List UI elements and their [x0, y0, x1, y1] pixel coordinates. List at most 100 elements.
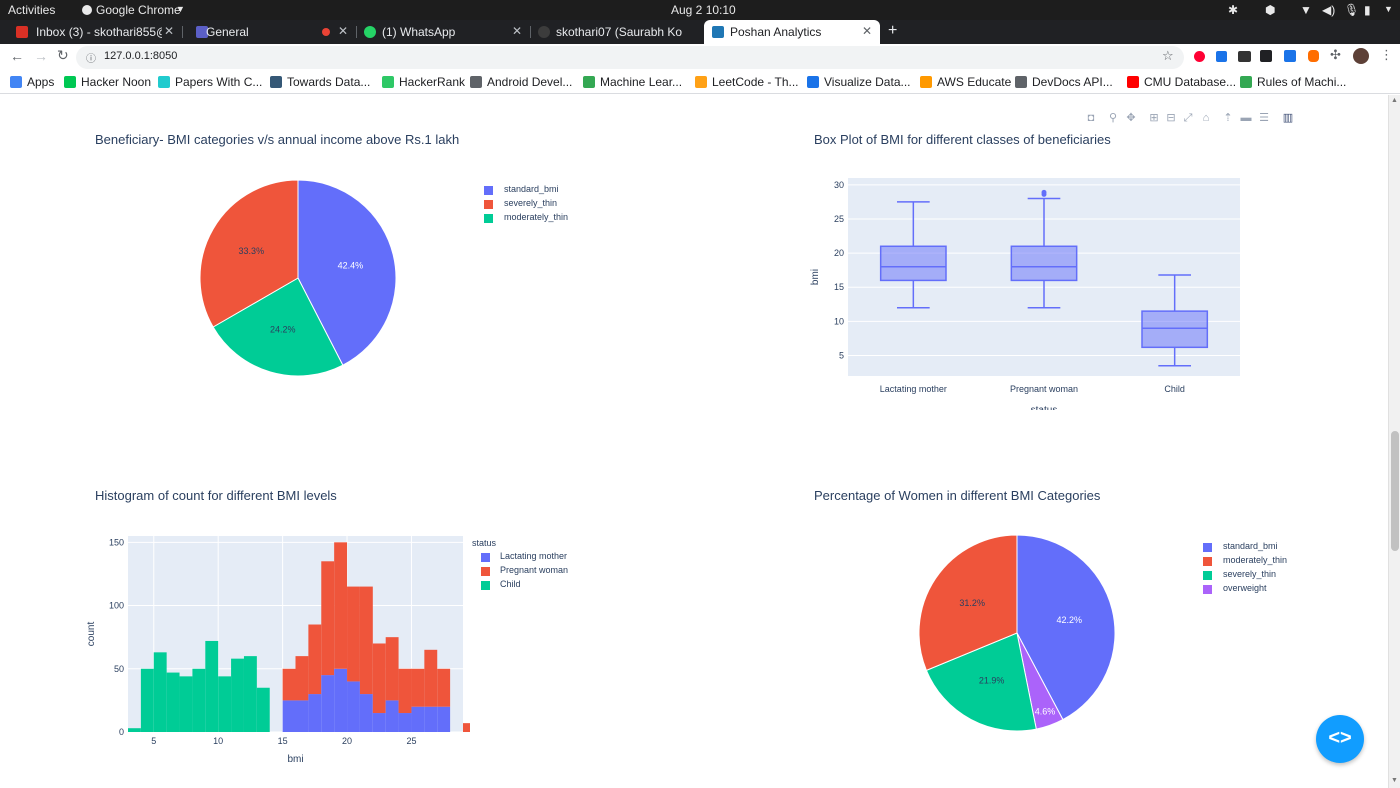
histogram-bar[interactable] [321, 675, 335, 732]
histogram-bar[interactable] [411, 706, 425, 732]
clock[interactable]: Aug 2 10:10 [671, 3, 736, 17]
scroll-up-icon[interactable]: ▲ [1391, 97, 1398, 104]
histogram-bar[interactable] [256, 687, 270, 732]
slack-icon[interactable]: ✱ [1228, 3, 1239, 17]
histogram-bar[interactable] [359, 694, 373, 732]
histogram-bar[interactable] [385, 700, 399, 732]
close-icon[interactable]: ✕ [338, 24, 349, 38]
app-menu[interactable]: Google Chrome [96, 3, 181, 17]
box[interactable] [1141, 310, 1209, 349]
histogram-bar[interactable] [424, 706, 438, 732]
notes-extension-icon[interactable] [1260, 50, 1272, 62]
s-extension-icon[interactable] [1284, 50, 1296, 62]
histogram-bar[interactable] [334, 668, 348, 732]
pie-slice[interactable] [925, 632, 1037, 732]
tab-teams[interactable]: General ✕ [184, 20, 354, 44]
histogram-bar[interactable] [153, 652, 167, 732]
zoom-in-icon[interactable]: ⊞ [1149, 112, 1159, 124]
legend-item[interactable]: standard_bmi [484, 184, 594, 198]
pie-slice[interactable] [199, 179, 299, 328]
histogram-bar[interactable] [463, 723, 470, 732]
close-icon[interactable]: ✕ [862, 24, 873, 38]
histogram-bar[interactable] [295, 700, 309, 732]
address-bar[interactable] [76, 46, 1184, 69]
histogram-bar[interactable] [321, 561, 335, 676]
pie1-chart[interactable]: 42.4% 24.2% 33.3% [190, 170, 410, 390]
bookmark-hackerrank[interactable]: HackerRank [382, 75, 465, 89]
avatar[interactable] [1353, 48, 1369, 64]
plotly-logo-icon[interactable]: ▥ [1282, 112, 1294, 124]
autoscale-icon[interactable]: ⤢ [1183, 112, 1193, 124]
url-text[interactable]: 127.0.0.1:8050 [104, 50, 178, 62]
histogram-bar[interactable] [385, 637, 399, 701]
bookmark-papers-with-code[interactable]: Papers With C... [158, 75, 262, 89]
pan-icon[interactable]: ✥ [1126, 112, 1136, 124]
spike-lines-icon[interactable]: ⇡ [1223, 112, 1233, 124]
histogram-bar[interactable] [398, 713, 412, 732]
legend-item[interactable]: moderately_thin [484, 212, 594, 226]
camera-icon[interactable]: ◘ [1087, 112, 1095, 124]
battery-icon[interactable]: ▮ [1364, 3, 1371, 17]
histogram-bar[interactable] [372, 643, 386, 714]
zoom-icon[interactable]: ⚲ [1108, 112, 1118, 124]
system-menu-icon[interactable]: ▼ [1384, 4, 1393, 14]
tab-whatsapp[interactable]: (1) WhatsApp ✕ [358, 20, 528, 44]
histogram-bar[interactable] [192, 668, 206, 732]
reload-icon[interactable]: ↻ [57, 47, 69, 63]
pie-slice[interactable] [297, 179, 397, 366]
forward-arrow-icon[interactable]: → [34, 48, 48, 64]
histogram-bar[interactable] [282, 668, 296, 701]
extension-badge-icon[interactable] [1216, 51, 1227, 62]
scroll-down-icon[interactable]: ▼ [1391, 777, 1398, 784]
histogram-bar[interactable] [282, 700, 296, 732]
dash-debug-button[interactable]: <> [1316, 715, 1364, 763]
off-extension-icon[interactable] [1238, 51, 1251, 62]
puzzle-icon[interactable]: ✣ [1330, 47, 1341, 62]
bookmark-machine-learning[interactable]: Machine Lear... [583, 75, 682, 89]
hover-closest-icon[interactable]: ▬ [1240, 112, 1252, 124]
legend-item[interactable]: overweight [1203, 583, 1313, 597]
histogram-bar[interactable] [359, 586, 373, 695]
more-menu-icon[interactable]: ⋮ [1380, 47, 1393, 62]
tab-github[interactable]: skothari07 (Saurabh Koth [532, 20, 702, 44]
new-tab-button[interactable]: + [888, 22, 898, 39]
histogram-bar[interactable] [218, 676, 232, 732]
histogram-bar[interactable] [424, 649, 438, 707]
page-scrollbar[interactable]: ▲ ▼ [1388, 95, 1400, 788]
histogram-bar[interactable] [398, 668, 412, 714]
bookmark-aws-educate[interactable]: AWS Educate [920, 75, 1011, 89]
shield-icon[interactable]: ⬢ [1265, 3, 1276, 17]
volume-icon[interactable]: ◀) [1322, 3, 1336, 17]
zoom-out-icon[interactable]: ⊟ [1166, 112, 1176, 124]
histogram-bar[interactable] [372, 713, 386, 732]
histogram-bar[interactable] [243, 656, 257, 732]
star-icon[interactable]: ☆ [1162, 48, 1174, 63]
box[interactable] [879, 245, 947, 282]
home-icon[interactable]: ⌂ [1202, 112, 1210, 124]
bookmark-cmu-database[interactable]: CMU Database... [1127, 75, 1236, 89]
box[interactable] [1010, 245, 1078, 282]
pie-slice[interactable] [1016, 534, 1116, 721]
legend-item[interactable]: Pregnant woman [472, 565, 592, 579]
histogram-bar[interactable] [437, 706, 451, 732]
histogram-bar[interactable] [308, 694, 322, 732]
histogram-bar[interactable] [347, 586, 360, 682]
wifi-icon[interactable]: ▼ [1300, 3, 1312, 17]
bookmark-towards-data[interactable]: Towards Data... [270, 75, 370, 89]
legend-item[interactable]: moderately_thin [1203, 555, 1313, 569]
bookmark-hacker-noon[interactable]: Hacker Noon [64, 75, 151, 89]
histogram-bar[interactable] [166, 672, 180, 732]
hover-compare-icon[interactable]: ☰ [1259, 112, 1269, 124]
histogram-chart[interactable]: 0 50 100 150 5 10 15 20 25 bmi count [80, 530, 470, 770]
close-icon[interactable]: ✕ [164, 24, 175, 38]
back-arrow-icon[interactable]: ← [10, 48, 24, 64]
bookmark-visualize-data[interactable]: Visualize Data... [807, 75, 911, 89]
legend-item[interactable]: severely_thin [484, 198, 594, 212]
bookmark-rules-of-ml[interactable]: Rules of Machi... [1240, 75, 1346, 89]
legend-item[interactable]: Child [472, 579, 592, 593]
bookmark-devdocs[interactable]: DevDocs API... [1015, 75, 1113, 89]
bookmark-android-devel[interactable]: Android Devel... [470, 75, 572, 89]
bookmark-apps[interactable]: Apps [10, 75, 54, 89]
tab-poshan-analytics[interactable]: Poshan Analytics ✕ [704, 20, 880, 44]
histogram-bar[interactable] [437, 668, 451, 707]
